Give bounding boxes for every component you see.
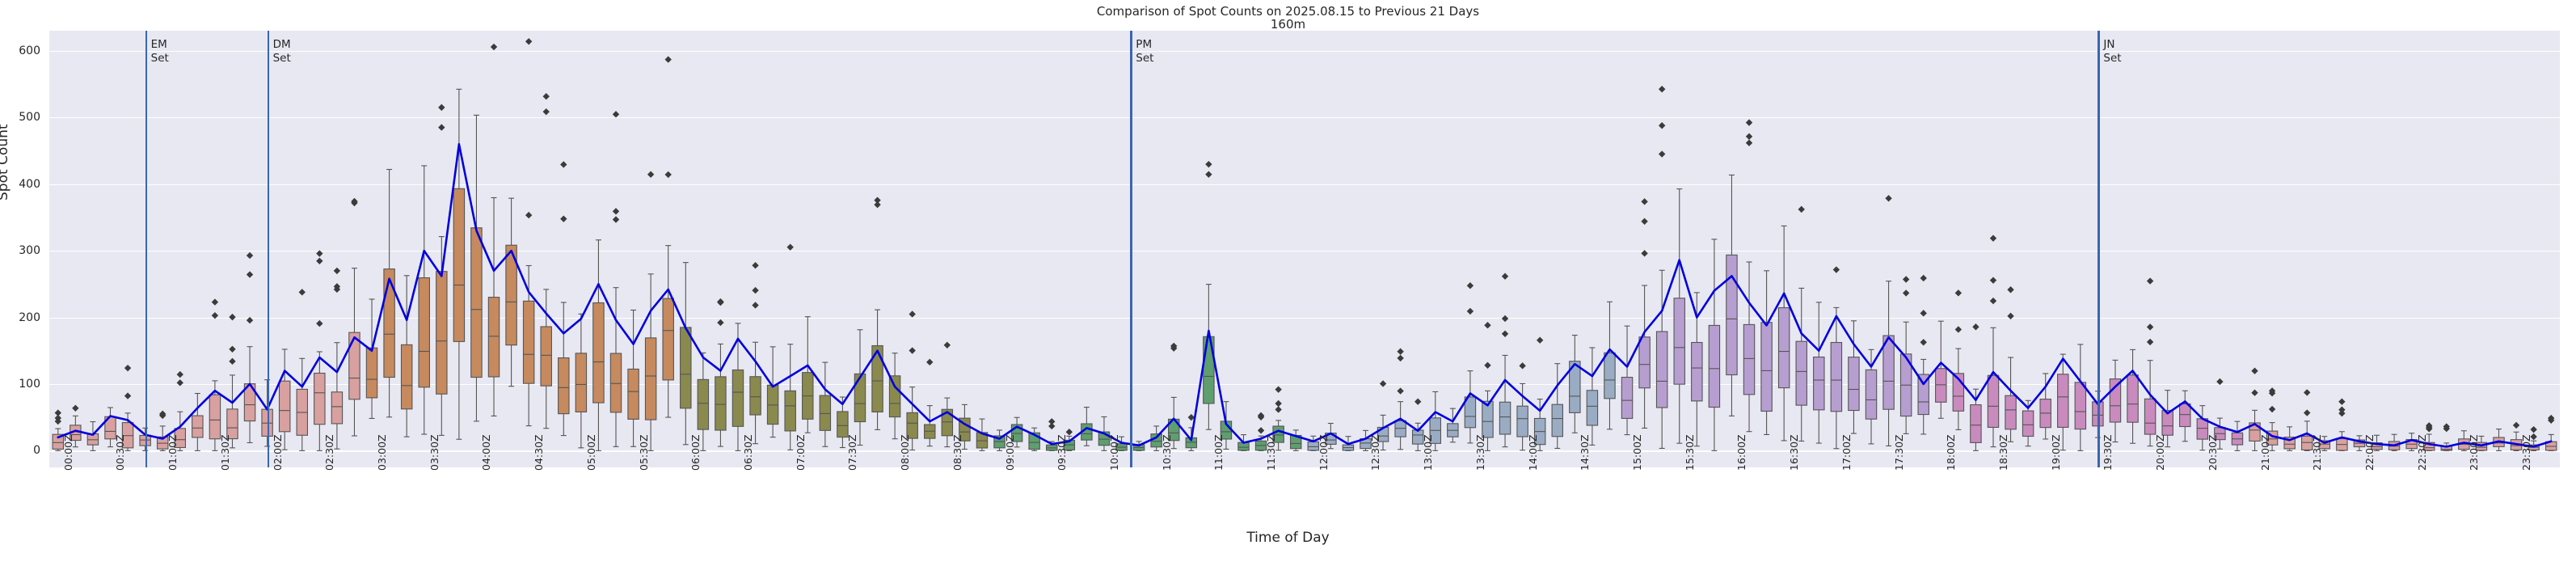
x-axis-tick-label: 17:30Z: [1892, 434, 1905, 471]
event-label-primary: PM: [1136, 38, 1153, 51]
x-axis-tick-label: 08:30Z: [951, 434, 963, 471]
x-axis-tick-label: 03:30Z: [428, 434, 441, 471]
y-axis-tick-label: 300: [19, 244, 40, 258]
x-axis-tick-label: 19:00Z: [2049, 434, 2062, 471]
y-axis-tick-label: 100: [19, 377, 40, 391]
gridline: [49, 184, 2560, 185]
event-annotation: PM Set: [1136, 38, 1153, 65]
x-axis-tick-label: 18:30Z: [1996, 434, 2009, 471]
gridline: [49, 317, 2560, 319]
x-axis-tick-label: 02:30Z: [323, 434, 336, 471]
event-label-primary: JN: [2103, 38, 2115, 51]
x-axis-tick-label: 22:00Z: [2363, 434, 2376, 471]
event-annotation: DM Set: [273, 38, 291, 65]
x-axis-tick-label: 02:00Z: [271, 434, 284, 471]
x-axis-tick-label: 04:30Z: [533, 434, 546, 471]
y-axis-tick-label: 200: [19, 311, 40, 324]
event-marker-line: [267, 31, 270, 467]
gridline: [49, 117, 2560, 119]
x-axis-tick-label: 07:00Z: [794, 434, 807, 471]
x-axis-tick-label: 10:00Z: [1107, 434, 1120, 471]
x-axis-tick-label: 19:30Z: [2102, 434, 2114, 471]
spot-count-line: [57, 142, 2553, 448]
x-axis-tick-label: 00:30Z: [114, 434, 127, 471]
plot-area: EM Set DM Set PM Set JN Set: [49, 31, 2560, 467]
x-axis-tick-label: 05:00Z: [584, 434, 597, 471]
y-axis-tick-label: 0: [33, 444, 40, 458]
x-axis-tick-label: 16:30Z: [1788, 434, 1801, 471]
x-axis-tick-label: 00:00Z: [61, 434, 74, 471]
y-axis-tick-labels: 0 100 200 300 400 500 600: [0, 31, 45, 467]
x-axis-tick-label: 01:00Z: [167, 434, 179, 471]
x-axis-tick-label: 20:30Z: [2206, 434, 2219, 471]
x-axis-tick-label: 18:00Z: [1945, 434, 1958, 471]
y-axis-tick-label: 600: [19, 44, 40, 57]
x-axis-tick-label: 12:30Z: [1369, 434, 1382, 471]
x-axis-tick-label: 05:30Z: [637, 434, 650, 471]
event-label-secondary: Set: [150, 51, 169, 65]
event-label-secondary: Set: [1136, 51, 1154, 65]
x-axis-tick-label: 13:30Z: [1474, 434, 1486, 471]
x-axis-tick-label: 23:30Z: [2520, 434, 2533, 471]
event-label-secondary: Set: [272, 51, 291, 65]
event-label-secondary: Set: [2103, 51, 2122, 65]
x-axis-tick-label: 07:30Z: [846, 434, 859, 471]
x-axis-tick-label: 11:30Z: [1265, 434, 1278, 471]
event-annotation: JN Set: [2103, 38, 2121, 65]
event-label-primary: DM: [272, 38, 291, 51]
chart-title: Comparison of Spot Counts on 2025.08.15 …: [1096, 4, 1480, 19]
x-axis-tick-label: 21:30Z: [2311, 434, 2324, 471]
x-axis-title: Time of Day: [1246, 530, 1330, 546]
chart-subtitle: 160m: [1270, 17, 1306, 32]
x-axis-tick-label: 12:00Z: [1317, 434, 1330, 471]
x-axis-tick-label: 08:00Z: [899, 434, 912, 471]
gridline: [49, 450, 2560, 452]
x-axis-tick-label: 13:00Z: [1422, 434, 1435, 471]
event-annotation: EM Set: [151, 38, 169, 65]
event-marker-line: [2097, 31, 2100, 467]
x-axis-tick-label: 21:00Z: [2258, 434, 2271, 471]
x-axis-tick-label: 09:00Z: [1003, 434, 1016, 471]
x-axis-tick-label: 04:00Z: [480, 434, 493, 471]
x-axis-tick-label: 09:30Z: [1056, 434, 1069, 471]
x-axis-tick-label: 17:00Z: [1840, 434, 1853, 471]
x-axis-tick-label: 03:00Z: [376, 434, 389, 471]
x-axis-tick-label: 06:00Z: [689, 434, 702, 471]
x-axis-tick-label: 20:00Z: [2154, 434, 2167, 471]
x-axis-tick-label: 14:30Z: [1579, 434, 1592, 471]
event-label-primary: EM: [150, 38, 167, 51]
x-axis-tick-label: 23:00Z: [2468, 434, 2481, 471]
x-axis-tick-label: 22:30Z: [2415, 434, 2428, 471]
x-axis-tick-label: 16:00Z: [1735, 434, 1748, 471]
x-axis-tick-labels: 00:00Z 00:30Z 01:00Z 01:30Z 02:00Z 02:30Z 03:0…: [49, 434, 2560, 527]
gridline: [49, 383, 2560, 386]
x-axis-tick-label: 10:30Z: [1160, 434, 1173, 471]
x-axis-tick-label: 14:00Z: [1526, 434, 1539, 471]
x-axis-tick-label: 15:00Z: [1631, 434, 1644, 471]
x-axis-tick-label: 15:30Z: [1683, 434, 1696, 471]
event-marker-line: [145, 31, 148, 467]
x-axis-tick-label: 11:00Z: [1212, 434, 1225, 471]
gridline: [49, 50, 2560, 53]
x-axis-tick-label: 06:30Z: [741, 434, 754, 471]
y-axis-tick-label: 400: [19, 177, 40, 191]
y-axis-tick-label: 500: [19, 111, 40, 125]
x-axis-tick-label: 01:30Z: [218, 434, 231, 471]
event-marker-line: [1130, 31, 1132, 467]
